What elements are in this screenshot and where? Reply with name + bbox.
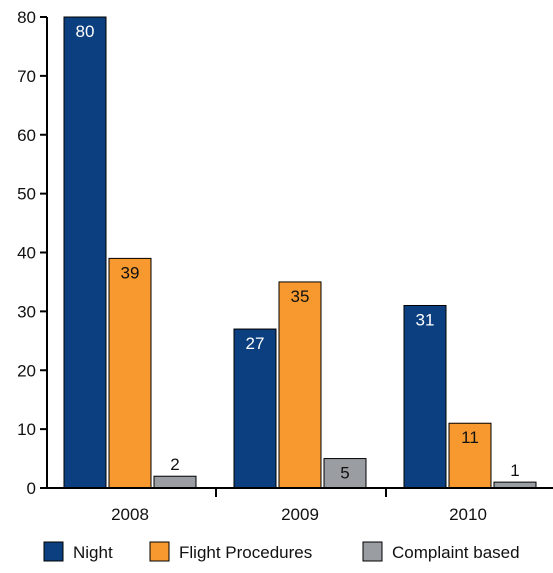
x-tick-label: 2008: [111, 505, 149, 524]
bar-value-label: 1: [510, 461, 519, 480]
bar-value-label: 80: [76, 22, 95, 41]
bars-group: 80 27 31 39 35 11 2 5 1: [63, 16, 537, 489]
legend: Night Flight Procedures Complaint based: [43, 541, 520, 562]
y-tick-label: 0: [27, 479, 36, 498]
bar: [278, 281, 322, 489]
bar-value-label: 31: [416, 310, 435, 329]
y-tick-label: 20: [17, 361, 36, 380]
y-tick-label: 80: [17, 8, 36, 27]
y-tick-label: 70: [17, 67, 36, 86]
y-tick-label: 30: [17, 302, 36, 321]
y-tick-label: 10: [17, 420, 36, 439]
bar-value-label: 2: [170, 455, 179, 474]
legend-label: Night: [73, 543, 113, 562]
bar: [233, 328, 277, 489]
x-axis-labels: 2008 2009 2010: [111, 505, 487, 524]
axes-group: [46, 17, 553, 497]
bar-value-label: 11: [461, 428, 479, 447]
bar: [63, 16, 107, 489]
y-axis-ticks: 0 10 20 30 40 50 60 70 80: [17, 8, 47, 498]
y-tick-label: 60: [17, 126, 36, 145]
bar-value-label: 5: [340, 464, 349, 483]
legend-swatch: [362, 541, 383, 562]
y-tick-label: 40: [17, 244, 36, 263]
bar-value-label: 39: [121, 263, 140, 282]
bar: [403, 304, 447, 489]
y-tick-label: 50: [17, 185, 36, 204]
bar: [108, 257, 152, 489]
bar: [153, 475, 197, 489]
legend-label: Flight Procedures: [179, 543, 312, 562]
legend-label: Complaint based: [392, 543, 520, 562]
legend-swatch: [43, 541, 64, 562]
bar-value-label: 35: [291, 287, 310, 306]
legend-swatch: [149, 541, 170, 562]
x-tick-label: 2010: [449, 505, 487, 524]
x-tick-label: 2009: [281, 505, 319, 524]
bar-value-label: 27: [246, 334, 265, 353]
